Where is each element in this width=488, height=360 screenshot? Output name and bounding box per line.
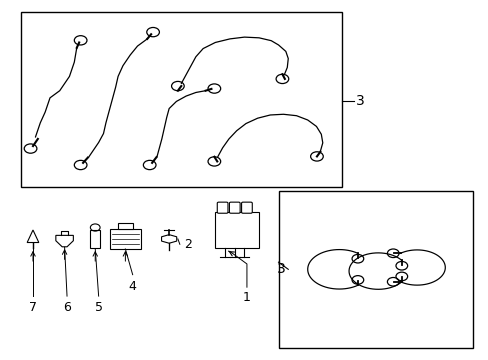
Text: 3: 3	[356, 94, 365, 108]
FancyBboxPatch shape	[229, 202, 240, 213]
Text: 3: 3	[277, 262, 285, 276]
Bar	[215, 212, 259, 248]
FancyBboxPatch shape	[217, 202, 227, 213]
Text: 1: 1	[243, 291, 250, 304]
Text: 4: 4	[128, 280, 136, 293]
FancyBboxPatch shape	[241, 202, 252, 213]
Bar	[90, 230, 100, 248]
Text: 7: 7	[29, 301, 37, 314]
Bar	[278, 191, 472, 348]
Text: 5: 5	[95, 301, 102, 314]
Bar	[118, 223, 132, 229]
Text: 6: 6	[63, 301, 71, 314]
Bar	[21, 12, 341, 187]
Bar	[109, 229, 141, 249]
Text: 2: 2	[183, 238, 191, 251]
